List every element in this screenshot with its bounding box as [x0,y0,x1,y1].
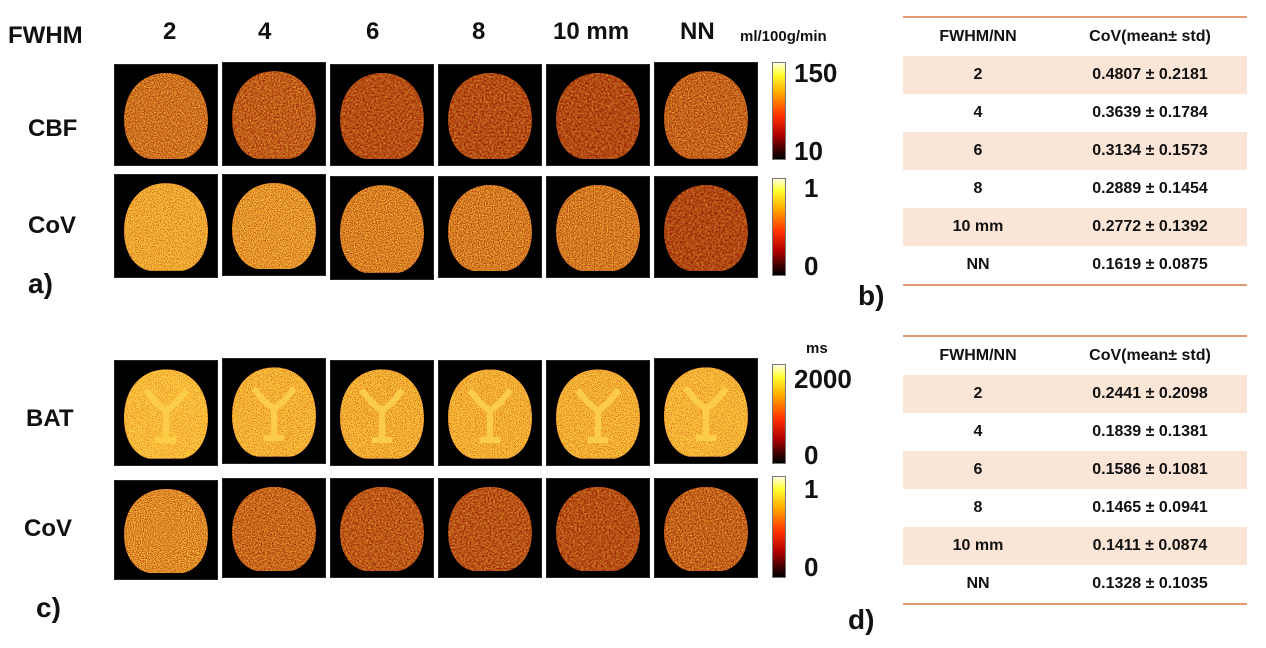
fwhm-label: FWHM [8,22,83,49]
bat-map-6 [330,360,434,466]
cov-a-map-6 [330,176,434,280]
table-cell: 6 [903,132,1053,170]
table-cell: 0.1465 ± 0.0941 [1092,499,1208,516]
row-label-bat: BAT [26,405,74,432]
column-header-6: 6 [366,18,380,45]
table-cell: 0.2772 ± 0.1392 [1053,208,1247,246]
row-label-cbf: CBF [28,115,78,142]
panel-label-b: b) [858,280,885,311]
column-header-2: 2 [163,18,177,45]
table-cell: 0.1839 ± 0.1381 [1092,423,1208,440]
table-row: 10 mm 0.1411 ± 0.0874 [903,527,1247,565]
table-cell: 2 [903,375,1053,413]
table-header-row: FWHM/NN CoV(mean± std) [903,16,1247,56]
table-cell: NN [903,246,1053,286]
panel-label-a: a) [28,268,53,299]
cov-c-map-2 [114,480,218,580]
bat-colorbar [772,364,786,464]
table-cell: 8 [973,499,983,516]
table-b: FWHM/NN CoV(mean± std) 2 0.4807 ± 0.2181… [903,16,1247,286]
table-cell: 0.2441 ± 0.2098 [1053,375,1247,413]
table-d: FWHM/NN CoV(mean± std) 2 0.2441 ± 0.2098… [903,335,1247,605]
header-fwhm-nn: FWHM/NN [903,16,1053,56]
cbf-map-10mm [546,64,650,166]
cov-c-colorbar-max: 1 [804,474,819,504]
header-cov: CoV(mean± std) [1053,335,1247,375]
table-row: 6 0.3134 ± 0.1573 [903,132,1247,170]
table-cell: 2 [903,56,1053,94]
column-header-10mm: 10 mm [553,18,630,45]
table-row: 10 mm 0.2772 ± 0.1392 [903,208,1247,246]
bat-map-8 [438,360,542,466]
cbf-colorbar-max: 150 [794,58,838,88]
bat-colorbar-max: 2000 [794,364,852,394]
cov-a-map-10mm [546,176,650,278]
panel-label-d: d) [848,604,875,635]
table-cell: 0.3639 ± 0.1784 [1092,104,1208,121]
cov-c-map-8 [438,478,542,578]
table-row: 6 0.1586 ± 0.1081 [903,451,1247,489]
cov-c-colorbar [772,476,786,578]
bat-map-2 [114,360,218,466]
table-row: NN 0.1619 ± 0.0875 [903,246,1247,286]
table-cell: 6 [903,451,1053,489]
table-row: 8 0.2889 ± 0.1454 [903,170,1247,208]
cov-a-colorbar [772,178,786,276]
row-label-cov-c: CoV [24,515,72,542]
bat-colorbar-min: 0 [804,440,819,470]
table-header-row: FWHM/NN CoV(mean± std) [903,335,1247,375]
cbf-colorbar [772,62,786,160]
cbf-map-8 [438,64,542,166]
table-row: 4 0.3639 ± 0.1784 [903,94,1247,132]
table-cell: 10 mm [903,527,1053,565]
table-cell: 0.4807 ± 0.2181 [1053,56,1247,94]
column-header-4: 4 [258,18,272,45]
cbf-map-6 [330,64,434,166]
column-header-nn: NN [680,18,715,45]
table-cell: NN [903,565,1053,605]
header-fwhm-nn: FWHM/NN [903,335,1053,375]
cov-c-colorbar-min: 0 [804,552,819,582]
table-cell: 0.1586 ± 0.1081 [1053,451,1247,489]
bat-map-4 [222,358,326,464]
cov-a-map-nn [654,176,758,278]
table-row: NN 0.1328 ± 0.1035 [903,565,1247,605]
table-cell: 10 mm [903,208,1053,246]
cov-a-map-4 [222,174,326,276]
cbf-colorbar-min: 10 [794,136,823,166]
table-cell: 4 [973,423,983,440]
table-row: 2 0.2441 ± 0.2098 [903,375,1247,413]
table-row: 4 0.1839 ± 0.1381 [903,413,1247,451]
table-cell: 0.3134 ± 0.1573 [1053,132,1247,170]
table-cell: 0.1411 ± 0.0874 [1053,527,1247,565]
row-label-cov-a: CoV [28,212,76,239]
cov-a-colorbar-max: 1 [804,173,819,203]
cov-c-map-nn [654,478,758,578]
cbf-map-nn [654,62,758,166]
table-cell: 0.1328 ± 0.1035 [1053,565,1247,605]
cbf-map-4 [222,62,326,166]
column-header-8: 8 [472,18,486,45]
cov-a-map-2 [114,174,218,278]
table-cell: 0.1619 ± 0.0875 [1053,246,1247,286]
bat-map-10mm [546,360,650,466]
panel-label-c: c) [36,592,61,623]
cov-a-map-8 [438,176,542,278]
table-cell: 0.2889 ± 0.1454 [1092,180,1208,197]
cov-c-map-4 [222,478,326,578]
header-cov: CoV(mean± std) [1053,16,1247,56]
cov-c-map-6 [330,478,434,578]
cov-c-map-10mm [546,478,650,578]
table-row: 2 0.4807 ± 0.2181 [903,56,1247,94]
table-cell: 8 [973,180,983,197]
table-row: 8 0.1465 ± 0.0941 [903,489,1247,527]
bat-map-nn [654,358,758,464]
cov-a-colorbar-min: 0 [804,251,819,281]
cbf-unit-label: ml/100g/min [740,28,827,45]
cbf-map-2 [114,64,218,166]
table-cell: 4 [973,104,983,121]
bat-unit-label: ms [806,340,828,357]
